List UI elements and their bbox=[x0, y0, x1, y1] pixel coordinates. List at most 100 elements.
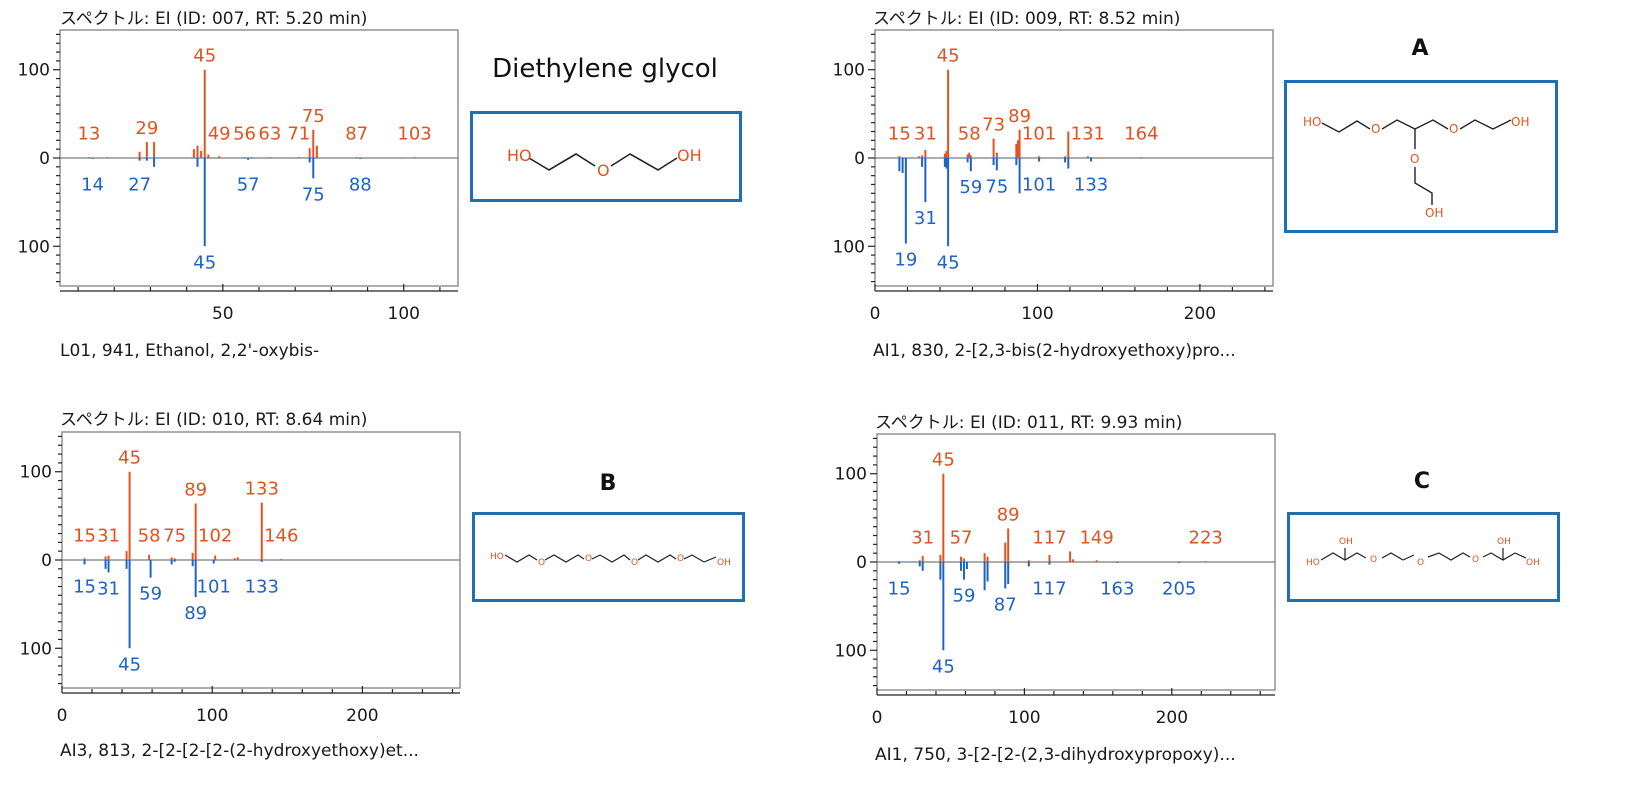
y-tick-label: 100 bbox=[18, 61, 50, 81]
panel-2-caption: AI1, 830, 2-[2,3-bis(2-hydroxyethoxy)pro… bbox=[873, 341, 1236, 361]
spectrum-plot-4: 100 0 100 0 100 200 31 45 57 89 117 149 223 15 45 59 87 1… bbox=[835, 433, 1276, 728]
measured-peak-label: 59 bbox=[139, 584, 162, 605]
x-tick-label: 100 bbox=[388, 304, 420, 324]
measured-peak-label: 15 bbox=[73, 577, 96, 598]
library-peak-label: 58 bbox=[138, 525, 161, 546]
library-peak-label: 31 bbox=[97, 525, 120, 546]
library-peak-label: 103 bbox=[397, 123, 431, 144]
y-tick-label: 100 bbox=[20, 639, 52, 659]
c-ether-oxygen-1: O bbox=[1370, 555, 1377, 565]
structure-box-b: HO O O O O OH bbox=[472, 512, 745, 602]
y-tick-label: 100 bbox=[20, 463, 52, 483]
library-peak-label: 15 bbox=[73, 525, 96, 546]
b-ether-oxygen-2: O bbox=[585, 554, 592, 564]
structure-box-c: HO OH O O O OH OH bbox=[1287, 512, 1560, 602]
compound-name: Diethylene glycol bbox=[492, 54, 718, 84]
panel-4-caption: AI1, 750, 3-[2-[2-(2,3-dihydroxypropoxy)… bbox=[875, 745, 1236, 765]
c-hydroxyl-left: HO bbox=[1306, 558, 1320, 568]
y-tick-label: 0 bbox=[854, 149, 865, 169]
library-peak-label: 57 bbox=[950, 527, 973, 548]
measured-peak-label: 45 bbox=[118, 654, 141, 675]
library-peak-label: 13 bbox=[77, 123, 100, 144]
c-hydroxyl-right: OH bbox=[1526, 558, 1540, 568]
library-peak-label: 89 bbox=[184, 480, 207, 501]
measured-peak-label: 133 bbox=[1074, 175, 1108, 196]
compound-label-a: A bbox=[1411, 36, 1429, 61]
measured-peak-label: 27 bbox=[128, 175, 151, 196]
library-peak-label: 133 bbox=[245, 479, 279, 500]
x-tick-label: 0 bbox=[872, 708, 883, 728]
measured-peak-label: 59 bbox=[959, 177, 982, 198]
structure-b: HO O O O O OH bbox=[490, 552, 731, 568]
x-tick-label: 200 bbox=[1156, 708, 1188, 728]
a-ether-oxygen-3: O bbox=[1410, 152, 1419, 166]
library-peak-label: 31 bbox=[914, 123, 937, 144]
c-hydroxyl-top-right: OH bbox=[1497, 537, 1511, 547]
library-peak-label: 102 bbox=[198, 525, 232, 546]
panel-4-title: スペクトル: EI (ID: 011, RT: 9.93 min) bbox=[875, 413, 1183, 433]
compound-label-b: B bbox=[599, 471, 617, 496]
y-tick-label: 100 bbox=[835, 641, 867, 661]
library-peak-label: 71 bbox=[287, 123, 310, 144]
a-hydroxyl-bottom: OH bbox=[1425, 206, 1443, 220]
measured-peak-label: 205 bbox=[1162, 579, 1196, 600]
y-tick-label: 100 bbox=[833, 237, 865, 257]
structure-c: HO OH O O O OH OH bbox=[1306, 537, 1540, 568]
measured-peak-label: 117 bbox=[1032, 579, 1066, 600]
library-peak-label: 87 bbox=[345, 123, 368, 144]
x-tick-label: 0 bbox=[57, 706, 68, 726]
library-peak-label: 45 bbox=[118, 448, 141, 469]
library-peak-label: 45 bbox=[932, 450, 955, 471]
y-tick-label: 0 bbox=[39, 149, 50, 169]
compound-label-c: C bbox=[1413, 469, 1431, 494]
structure-box-diethylene-glycol: HO O OH bbox=[470, 111, 742, 202]
a-hydroxyl-left: HO bbox=[1303, 115, 1321, 129]
x-tick-label: 100 bbox=[1008, 708, 1040, 728]
measured-peak-label: 45 bbox=[193, 252, 216, 273]
measured-peak-label: 15 bbox=[888, 579, 911, 600]
c-ether-oxygen-3: O bbox=[1472, 555, 1479, 565]
b-ether-oxygen-1: O bbox=[538, 558, 545, 568]
library-peak-label: 45 bbox=[193, 46, 216, 67]
structure-box-a: HO O O OH O OH bbox=[1284, 80, 1558, 233]
library-peak-label: 75 bbox=[302, 106, 325, 127]
measured-peak-label: 45 bbox=[937, 252, 960, 273]
hydroxyl-right: OH bbox=[677, 146, 702, 165]
a-hydroxyl-right: OH bbox=[1511, 115, 1529, 129]
measured-peak-label: 88 bbox=[349, 175, 372, 196]
x-tick-label: 200 bbox=[346, 706, 378, 726]
y-tick-label: 100 bbox=[18, 237, 50, 257]
y-tick-label: 0 bbox=[856, 553, 867, 573]
library-peak-label: 58 bbox=[958, 123, 981, 144]
panel-2-title: スペクトル: EI (ID: 009, RT: 8.52 min) bbox=[873, 9, 1181, 29]
measured-peak-label: 87 bbox=[994, 594, 1017, 615]
panel-1-title: スペクトル: EI (ID: 007, RT: 5.20 min) bbox=[60, 9, 368, 29]
b-hydroxyl-right: OH bbox=[717, 558, 731, 568]
library-peak-label: 117 bbox=[1032, 527, 1066, 548]
measured-peak-label: 133 bbox=[245, 577, 279, 598]
x-tick-label: 0 bbox=[870, 304, 881, 324]
library-peak-label: 63 bbox=[258, 123, 281, 144]
c-hydroxyl-top-left: OH bbox=[1339, 537, 1353, 547]
b-ether-oxygen-4: O bbox=[677, 554, 684, 564]
a-ether-oxygen-2: O bbox=[1449, 122, 1458, 136]
library-peak-label: 223 bbox=[1189, 527, 1223, 548]
library-peak-label: 45 bbox=[937, 46, 960, 67]
x-tick-label: 50 bbox=[212, 304, 234, 324]
library-peak-label: 29 bbox=[135, 118, 158, 139]
y-tick-label: 0 bbox=[41, 551, 52, 571]
measured-peak-label: 59 bbox=[953, 586, 976, 607]
measured-peak-label: 75 bbox=[302, 184, 325, 205]
x-tick-label: 100 bbox=[196, 706, 228, 726]
b-hydroxyl-left: HO bbox=[490, 552, 504, 562]
b-ether-oxygen-3: O bbox=[631, 558, 638, 568]
ether-oxygen: O bbox=[597, 161, 610, 180]
library-peak-label: 89 bbox=[1008, 106, 1031, 127]
library-peak-label: 31 bbox=[911, 527, 934, 548]
library-peak-label: 73 bbox=[982, 115, 1005, 136]
library-peak-label: 164 bbox=[1124, 123, 1158, 144]
measured-peak-label: 14 bbox=[81, 175, 104, 196]
